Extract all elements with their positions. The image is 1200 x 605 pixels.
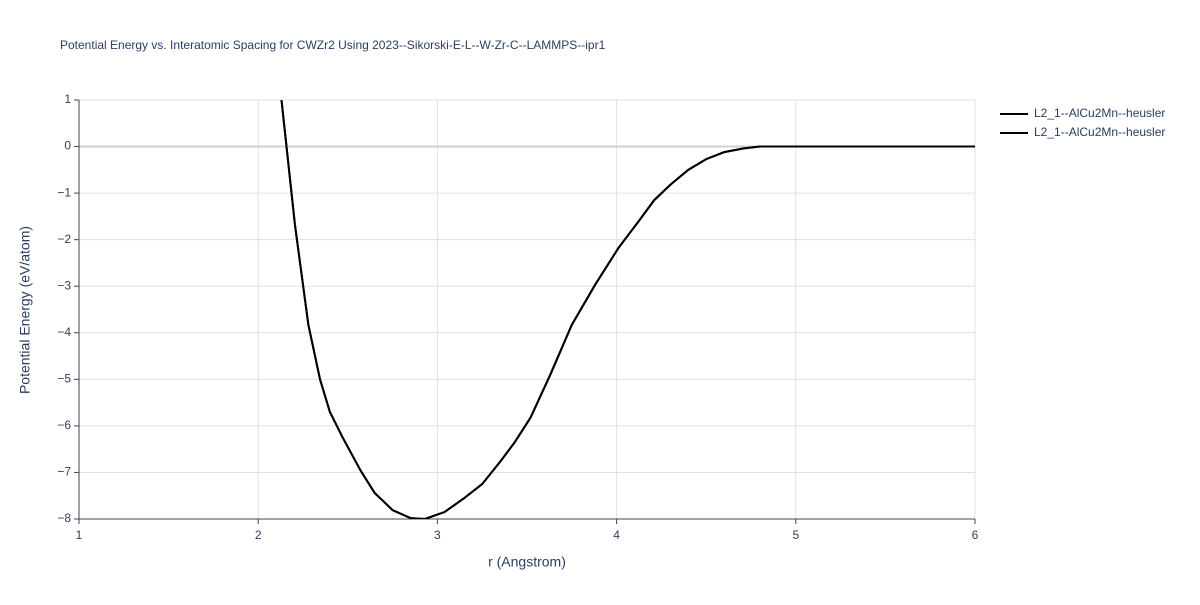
- y-tick-label: 1: [64, 92, 71, 106]
- x-tick-label: 1: [76, 528, 83, 542]
- y-tick-label: 0: [64, 139, 71, 153]
- y-tick-label: −1: [57, 185, 71, 199]
- y-axis-label: Potential Energy (eV/atom): [17, 226, 33, 394]
- x-tick-label: 5: [792, 528, 799, 542]
- plot-area: [280, 100, 975, 519]
- x-tick-label: 2: [255, 528, 262, 542]
- y-tick-label: −5: [57, 372, 71, 386]
- y-tick-label: −6: [57, 418, 71, 432]
- chart-title: Potential Energy vs. Interatomic Spacing…: [60, 38, 606, 52]
- legend-label: L2_1--AlCu2Mn--heusler: [1034, 106, 1165, 120]
- y-tick-label: −4: [57, 325, 71, 339]
- series-line: [280, 100, 975, 519]
- y-tick-label: −3: [57, 278, 71, 292]
- x-tick-label: 6: [972, 528, 979, 542]
- x-tick-label: 4: [613, 528, 620, 542]
- y-tick-label: −8: [57, 511, 71, 525]
- x-tick-label: 3: [434, 528, 441, 542]
- series-line: [280, 100, 975, 519]
- legend-label: L2_1--AlCu2Mn--heusler: [1034, 125, 1165, 139]
- y-tick-label: −2: [57, 232, 71, 246]
- x-axis-label: r (Angstrom): [488, 554, 566, 570]
- y-tick-label: −7: [57, 465, 71, 479]
